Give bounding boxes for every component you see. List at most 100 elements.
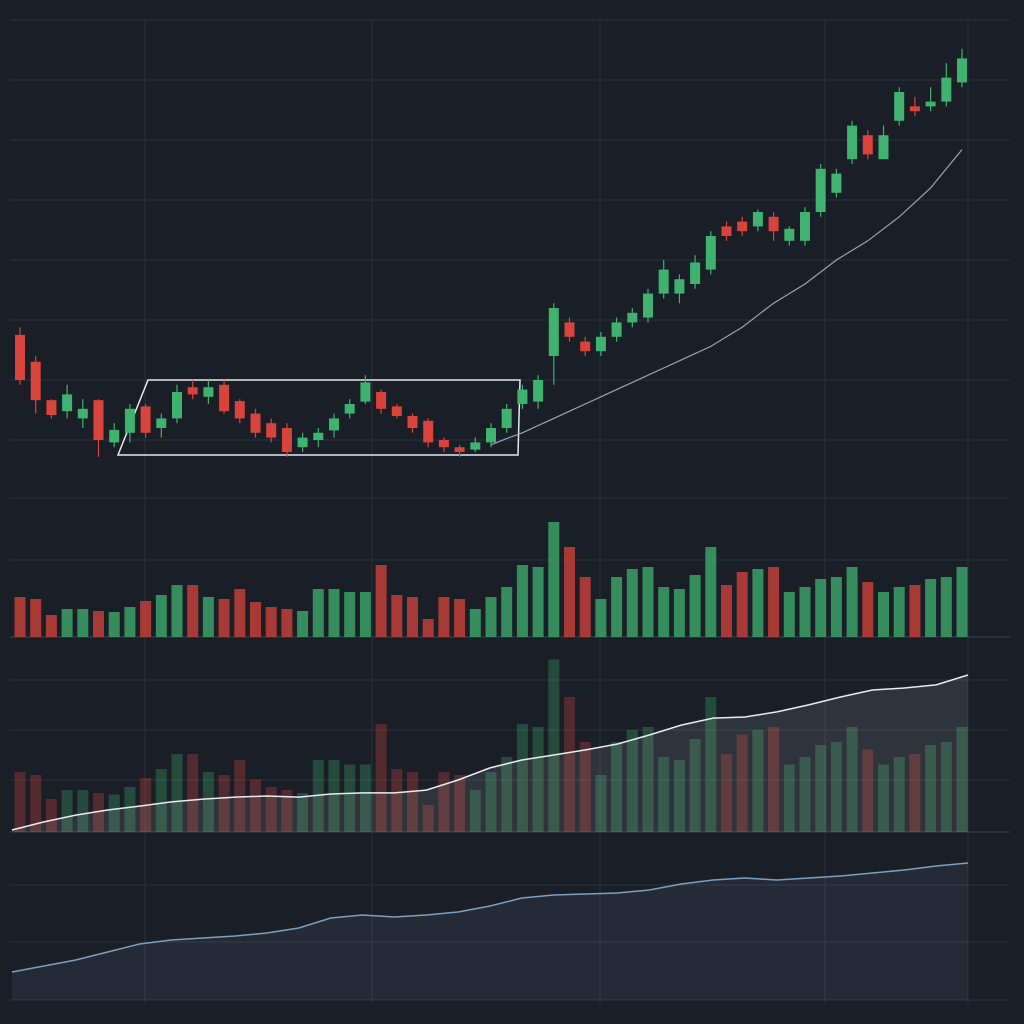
volume-bar xyxy=(909,754,921,832)
candle-body xyxy=(862,135,873,155)
volume-bar xyxy=(202,597,214,637)
candle-body xyxy=(752,212,763,227)
volume-bar xyxy=(736,734,748,832)
volume-bar xyxy=(375,565,387,637)
candle-body xyxy=(737,221,748,232)
moving-average xyxy=(490,149,963,446)
area-fill xyxy=(12,863,968,1000)
candle-body xyxy=(658,269,669,294)
candle-body xyxy=(580,341,591,352)
volume-bar xyxy=(956,727,968,832)
volume-bar xyxy=(328,760,340,832)
candle-body xyxy=(423,420,434,443)
candle-body xyxy=(140,406,151,433)
volume-bar xyxy=(689,739,701,832)
volume-bar xyxy=(705,547,717,637)
volume-bar xyxy=(108,612,120,637)
volume-bar xyxy=(14,597,26,637)
volume-bar xyxy=(218,775,230,832)
volume-bar xyxy=(862,749,874,832)
volume-bar xyxy=(218,599,230,637)
volume-bar xyxy=(265,607,277,637)
volume-bar xyxy=(312,760,324,832)
area-line xyxy=(11,862,969,973)
volume-bar xyxy=(140,601,152,637)
volume-bar xyxy=(61,609,73,637)
volume-bar xyxy=(815,745,827,832)
area-fill xyxy=(12,675,968,832)
volume-bar xyxy=(925,579,937,637)
candle-body xyxy=(705,236,716,270)
volume-bar xyxy=(14,772,26,832)
volume-bar xyxy=(956,567,968,637)
candle-body xyxy=(250,413,261,433)
volume-bar xyxy=(893,587,905,637)
volume-bar xyxy=(359,764,371,832)
volume-bar xyxy=(281,790,293,832)
volume-bar xyxy=(469,790,481,832)
candle-body xyxy=(925,101,936,107)
candle-body xyxy=(831,173,842,193)
candle-body xyxy=(674,279,685,294)
volume-bar xyxy=(124,607,136,637)
candle-body xyxy=(203,387,214,397)
volume-bar xyxy=(77,609,89,637)
candle-body xyxy=(517,389,528,404)
volume-bar xyxy=(250,779,261,832)
volume-bar xyxy=(250,602,261,637)
candle-body xyxy=(957,58,967,83)
volume-bar xyxy=(878,764,889,832)
volume-bar xyxy=(548,522,560,637)
volume-bar xyxy=(799,587,811,637)
candle-body xyxy=(219,384,230,412)
volume-bar xyxy=(658,757,670,832)
volume-bar xyxy=(234,760,246,832)
volume-bar xyxy=(202,772,214,832)
volume-bar xyxy=(438,772,450,832)
volume-bar xyxy=(705,697,717,832)
candle-body xyxy=(391,406,402,416)
volume-bar xyxy=(187,585,199,637)
volume-bar xyxy=(61,790,73,832)
volume-bar xyxy=(909,585,921,637)
candle-body xyxy=(627,312,638,323)
volume-bar xyxy=(93,611,104,637)
candle-body xyxy=(941,77,952,102)
volume-bar xyxy=(799,757,811,832)
volume-bar xyxy=(171,585,183,637)
candle-body xyxy=(548,308,559,356)
volume-bar xyxy=(454,775,466,832)
volume-bar xyxy=(187,754,199,832)
volume-bar xyxy=(516,724,528,832)
volume-bar xyxy=(783,592,795,637)
volume-bar xyxy=(422,619,434,637)
volume-bar xyxy=(673,589,685,637)
area-line xyxy=(11,674,969,831)
volume-bar xyxy=(689,575,701,637)
candle-body xyxy=(815,168,826,212)
candle-body xyxy=(611,322,622,337)
candle-body xyxy=(454,447,465,452)
volume-bar xyxy=(830,742,842,832)
volume-bar xyxy=(752,569,764,637)
candle-body xyxy=(721,226,732,236)
volume-bar xyxy=(407,597,418,637)
candle-body xyxy=(15,334,25,380)
volume-bar xyxy=(501,757,513,832)
candle-body xyxy=(376,392,387,409)
candle-body xyxy=(800,212,810,241)
volume-bar xyxy=(532,727,544,832)
volume-bar xyxy=(234,589,246,637)
volume-bar xyxy=(564,547,575,637)
candle-body xyxy=(62,394,73,412)
volume-bar xyxy=(438,597,450,637)
candle-body xyxy=(407,416,418,428)
volume-bar xyxy=(721,754,732,832)
candle-body xyxy=(124,408,135,433)
volume-bar xyxy=(344,764,356,832)
volume-bar xyxy=(297,793,309,832)
volume-bar xyxy=(77,790,89,832)
volume-bar xyxy=(878,592,889,637)
